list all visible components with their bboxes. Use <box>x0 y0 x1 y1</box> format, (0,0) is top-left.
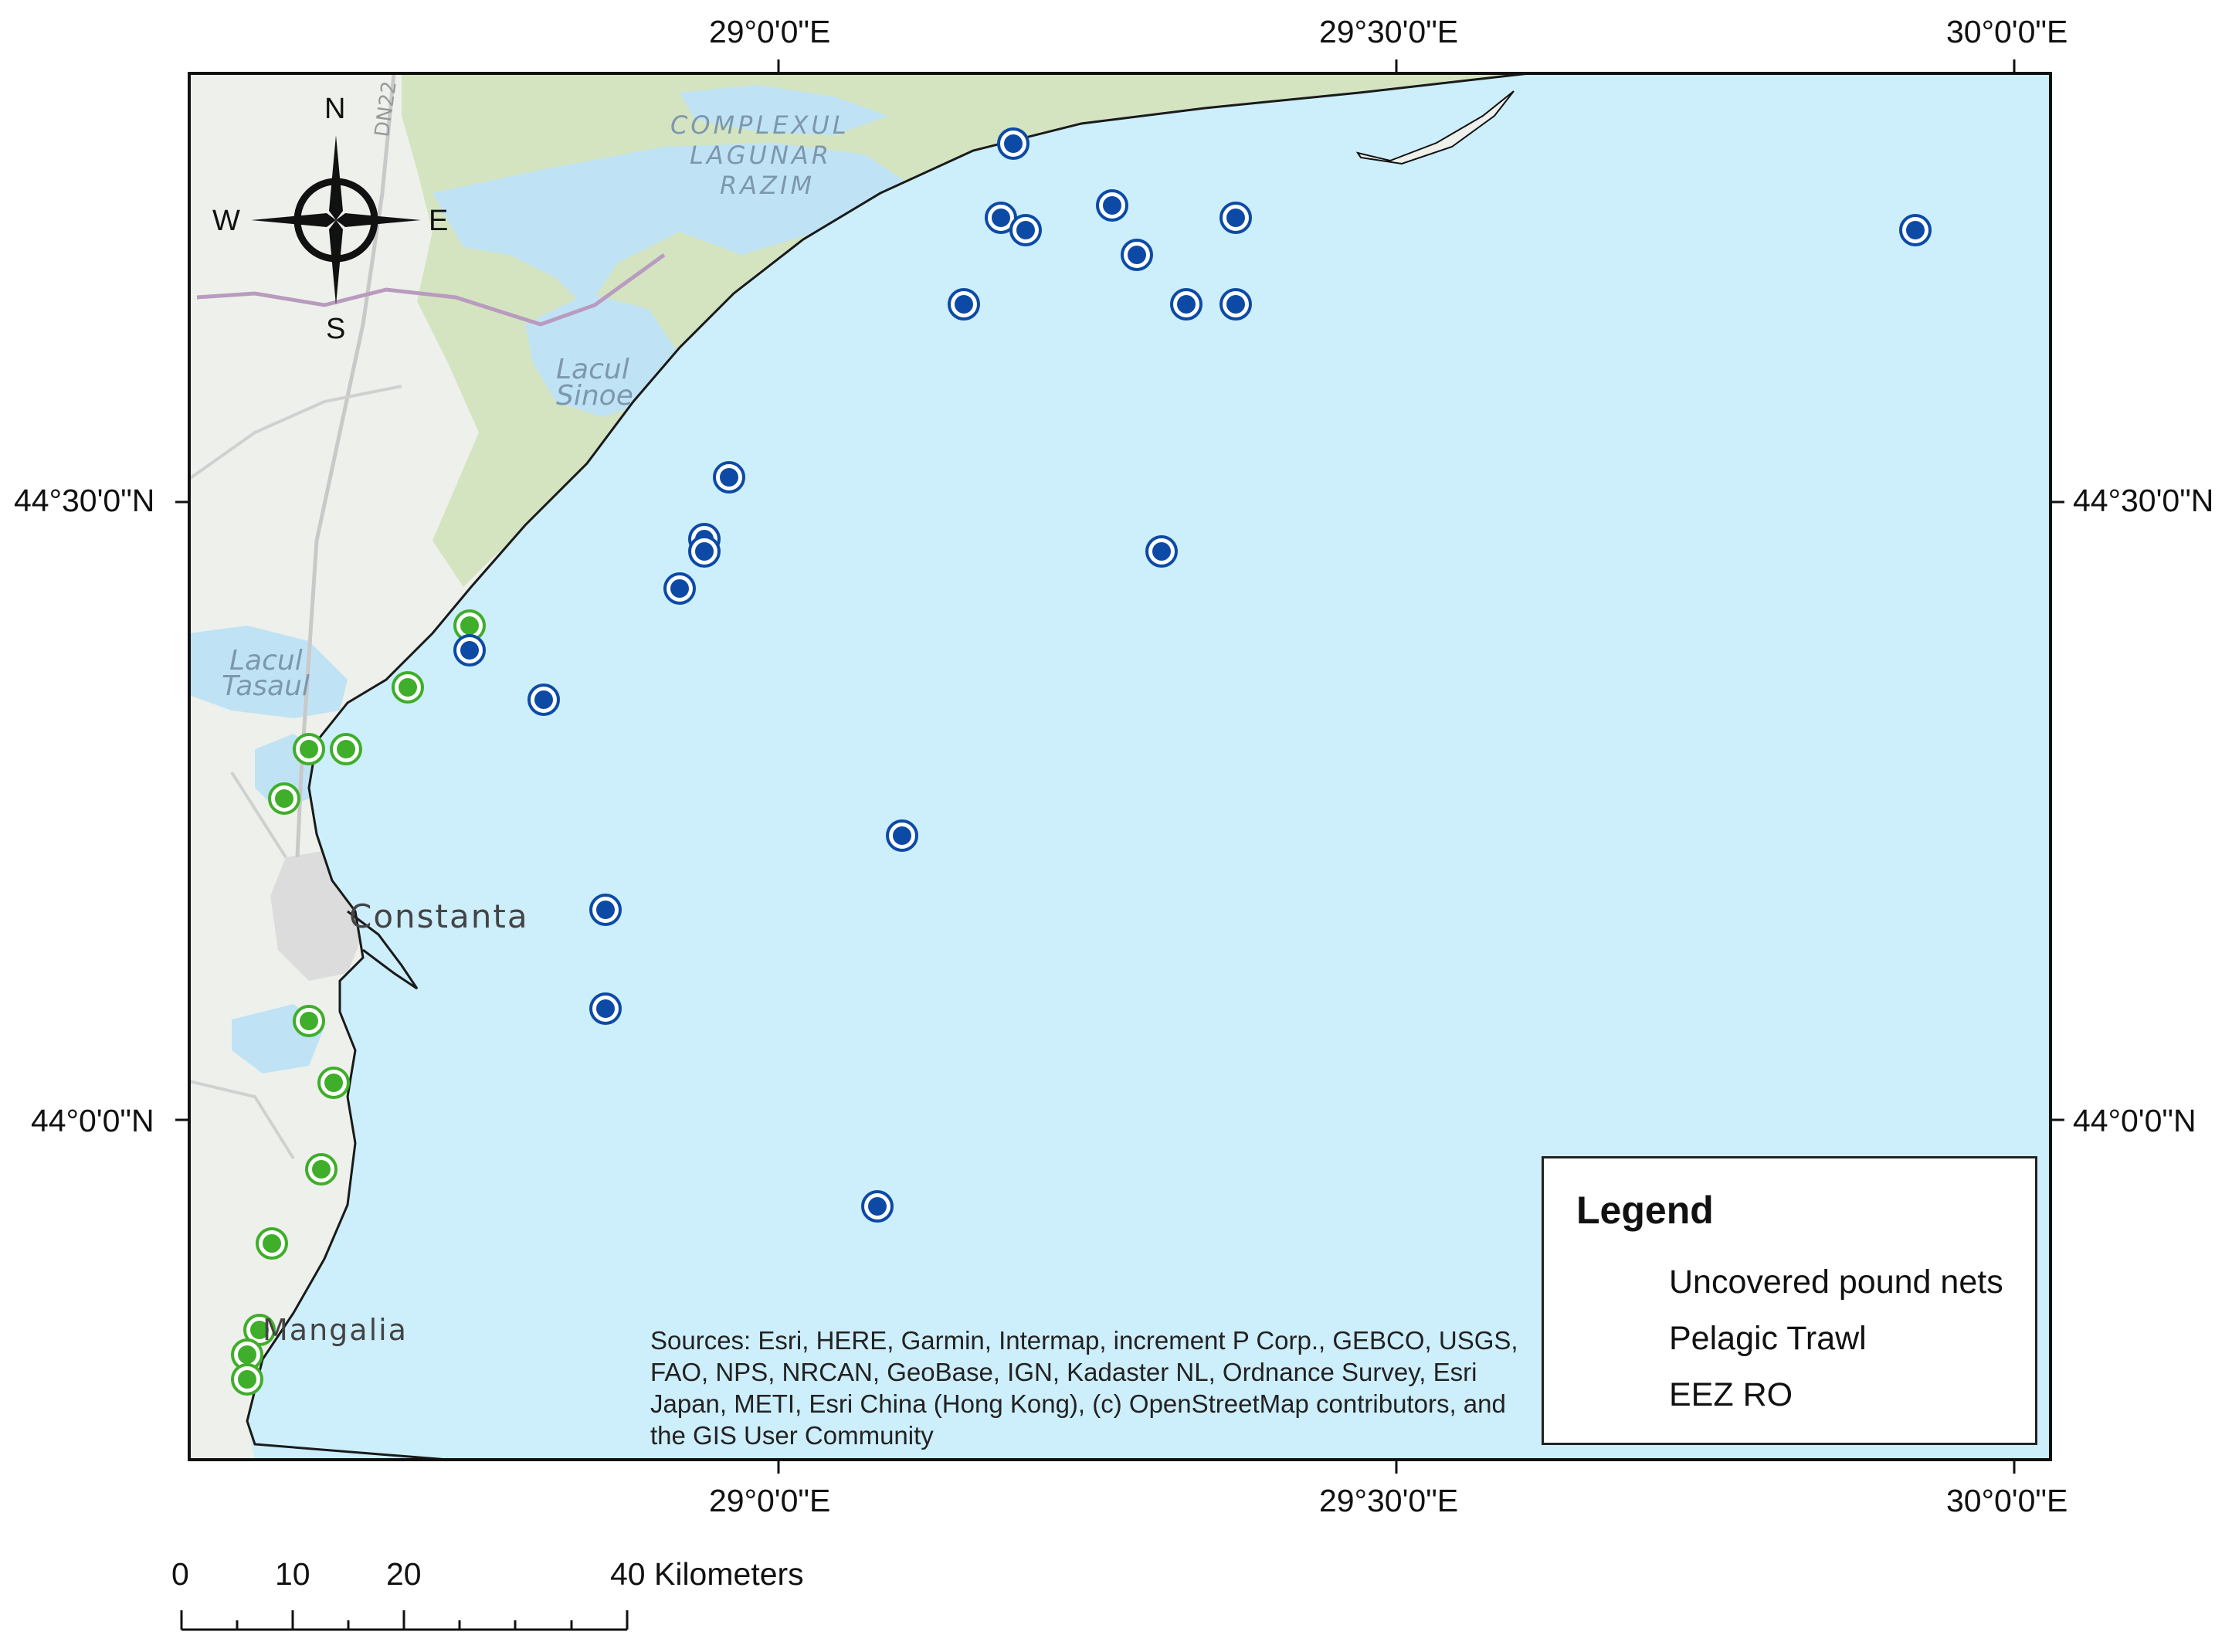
pelagic-trawl-point <box>948 288 980 321</box>
scale-bar <box>180 1610 629 1631</box>
pelagic-trawl-point <box>663 572 696 605</box>
pelagic-trawl-point <box>1219 202 1252 234</box>
compass-south-label: S <box>326 313 346 345</box>
scale-label-40-km: 40 Kilometers <box>610 1556 804 1592</box>
constanta-harbor <box>347 910 419 990</box>
pound-net-point <box>293 1005 325 1037</box>
compass-icon <box>251 135 421 305</box>
pelagic-trawl-point <box>1170 288 1202 321</box>
scale-label-10: 10 <box>275 1556 310 1592</box>
place-label-razim: RAZIM <box>720 171 816 200</box>
pound-net-point <box>256 1227 288 1260</box>
pelagic-trawl-point <box>997 127 1030 160</box>
lagoon-razim <box>432 143 911 309</box>
pelagic-trawl-point <box>688 535 721 568</box>
pelagic-trawl-point <box>1096 189 1128 222</box>
compass-north-label: N <box>324 93 346 125</box>
pound-net-point <box>243 1314 276 1346</box>
pelagic-trawl-point <box>985 202 1017 234</box>
pound-net-point <box>330 733 362 765</box>
lon-label-bottom-29e: 29°0'0"E <box>709 1483 831 1518</box>
pelagic-trawl-point <box>527 684 560 716</box>
legend-item-eez: EEZ RO <box>1576 1372 2024 1418</box>
pelagic-trawl-point <box>589 894 622 926</box>
pelagic-trawl-point <box>453 634 486 667</box>
road-west <box>189 385 402 1160</box>
place-label-constanta: Constanta <box>349 897 529 935</box>
place-label-sinoe-lacul: Lacul <box>556 354 629 385</box>
lon-label-bottom-29-30e: 29°30'0"E <box>1319 1483 1459 1518</box>
lat-label-left-44n: 44°0'0"N <box>31 1103 154 1138</box>
pelagic-trawl-point <box>1219 288 1252 321</box>
pelagic-trawl-point <box>1009 214 1042 246</box>
scale-label-0: 0 <box>171 1556 189 1592</box>
legend-label-pound-nets: Uncovered pound nets <box>1669 1264 2003 1301</box>
pelagic-trawl-point <box>886 819 918 852</box>
legend-title: Legend <box>1576 1189 1714 1232</box>
place-label-sinoe: Sinoe <box>556 380 633 412</box>
points-layer <box>231 127 1932 1396</box>
sea-area <box>247 73 2051 1460</box>
pound-net-point <box>231 1338 263 1371</box>
place-label-mangalia: Mangalia <box>263 1313 408 1347</box>
pelagic-trawl-point <box>713 461 745 494</box>
pound-net-point <box>268 782 300 815</box>
legend-panel: Legend Uncovered pound nets Pelagic Traw… <box>1542 1156 2037 1445</box>
legend-item-pound-nets: Uncovered pound nets <box>1576 1259 2024 1305</box>
pelagic-trawl-point <box>1145 535 1178 568</box>
lon-label-top-29-30e: 29°30'0"E <box>1319 14 1459 49</box>
pound-net-point <box>392 671 424 704</box>
place-label-tasaul-lacul: Lacul <box>229 645 303 677</box>
scale-label-20: 20 <box>386 1556 422 1592</box>
sacalin-spit <box>1355 90 1515 165</box>
graticule-ticks <box>175 59 2064 1474</box>
compass-west-label: W <box>212 205 240 237</box>
compass-east-label: E <box>429 205 449 237</box>
pelagic-trawl-point <box>1899 214 1932 246</box>
pelagic-trawl-point <box>1121 239 1153 271</box>
pound-net-point <box>231 1363 263 1396</box>
lat-label-left-44-30n: 44°30'0"N <box>14 483 155 518</box>
legend-label-pelagic-trawl: Pelagic Trawl <box>1669 1320 1867 1357</box>
pelagic-trawl-point <box>861 1190 894 1223</box>
lon-label-top-29e: 29°0'0"E <box>709 14 831 49</box>
pound-net-point <box>317 1067 350 1099</box>
pelagic-trawl-point <box>589 992 622 1025</box>
place-label-lagunar: LAGUNAR <box>690 141 832 170</box>
lagoon-north-small <box>680 85 888 135</box>
place-label-complexul: COMPLEXUL <box>670 110 850 140</box>
place-label-tasaul: Tasaul <box>222 670 310 702</box>
sources-attribution: Sources: Esri, HERE, Garmin, Intermap, i… <box>650 1326 1518 1450</box>
lat-label-right-44n: 44°0'0"N <box>2073 1103 2196 1138</box>
pound-net-point <box>293 733 325 765</box>
lon-label-top-30e: 30°0'0"E <box>1946 14 2068 49</box>
pound-net-point <box>305 1153 338 1186</box>
legend-item-pelagic-trawl: Pelagic Trawl <box>1576 1315 2024 1362</box>
county-border <box>196 253 666 327</box>
lagoon-sinoe <box>525 293 680 417</box>
map-frame <box>188 72 2052 1461</box>
lat-label-right-44-30n: 44°30'0"N <box>2073 483 2214 518</box>
legend-label-eez: EEZ RO <box>1669 1376 1793 1413</box>
lon-label-bottom-30e: 30°0'0"E <box>1946 1483 2068 1518</box>
